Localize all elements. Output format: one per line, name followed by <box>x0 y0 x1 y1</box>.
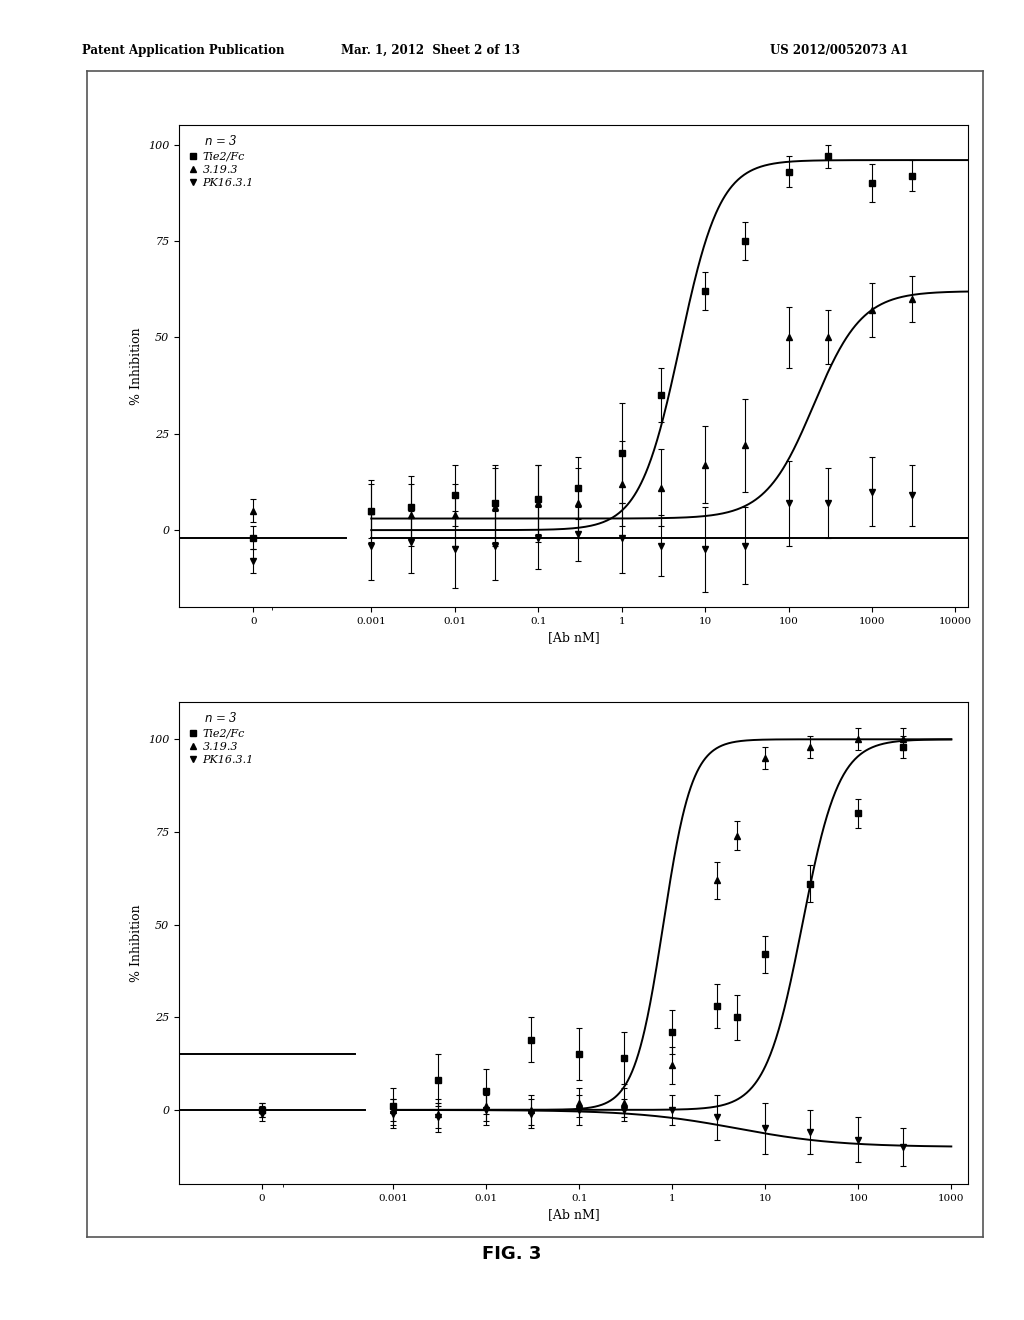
X-axis label: [Ab nM]: [Ab nM] <box>548 631 599 644</box>
Legend: Tie2/Fc, 3.19.3, PK16.3.1: Tie2/Fc, 3.19.3, PK16.3.1 <box>184 708 257 768</box>
Text: US 2012/0052073 A1: US 2012/0052073 A1 <box>770 44 909 57</box>
Text: Mar. 1, 2012  Sheet 2 of 13: Mar. 1, 2012 Sheet 2 of 13 <box>341 44 519 57</box>
Y-axis label: % Inhibition: % Inhibition <box>130 327 142 405</box>
Legend: Tie2/Fc, 3.19.3, PK16.3.1: Tie2/Fc, 3.19.3, PK16.3.1 <box>184 131 257 191</box>
X-axis label: [Ab nM]: [Ab nM] <box>548 1208 599 1221</box>
Text: FIG. 3: FIG. 3 <box>482 1245 542 1263</box>
Text: Patent Application Publication: Patent Application Publication <box>82 44 285 57</box>
Y-axis label: % Inhibition: % Inhibition <box>130 904 142 982</box>
